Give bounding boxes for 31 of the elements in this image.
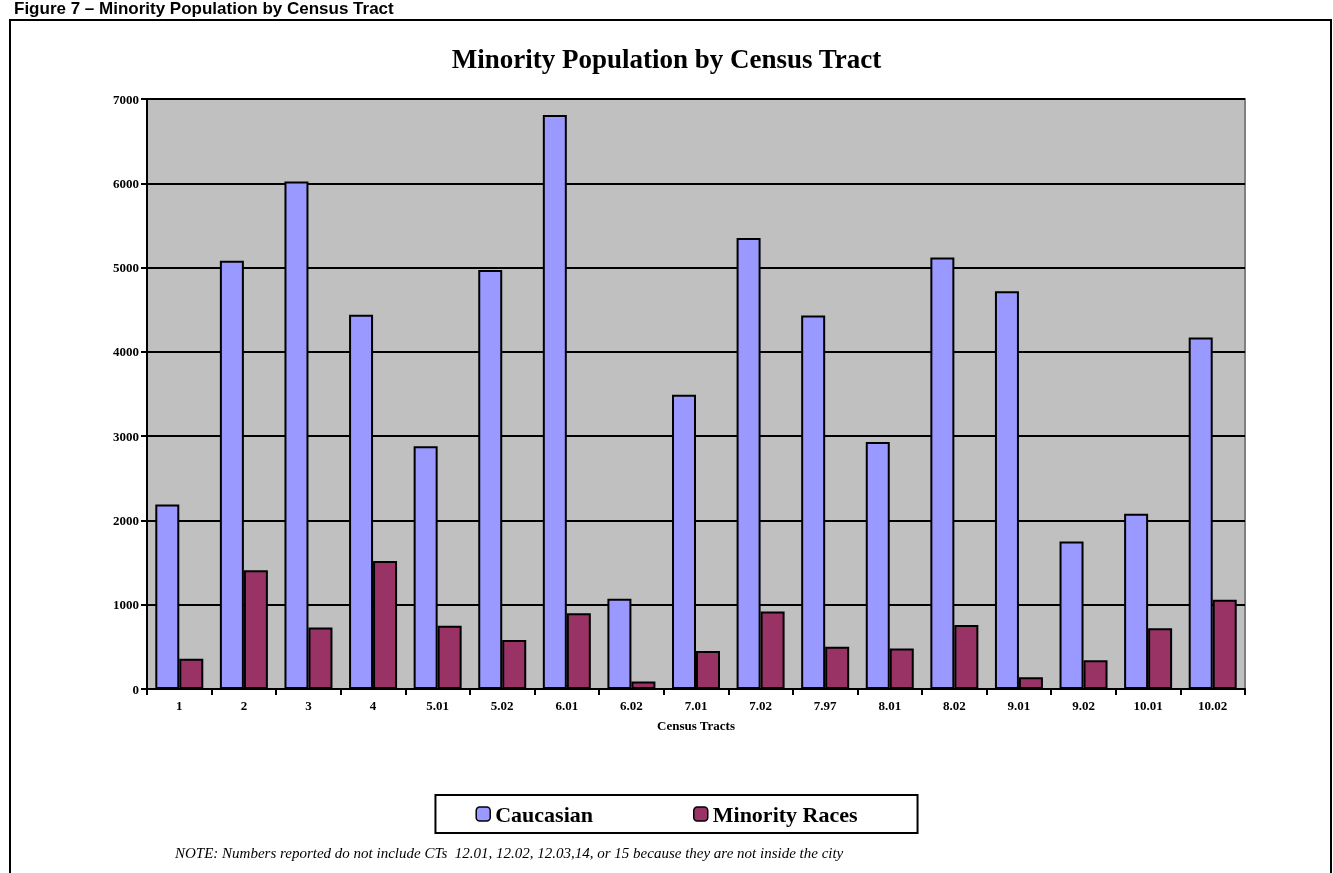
y-tick-label: 3000	[113, 428, 139, 444]
x-axis-title: Census Tracts	[657, 718, 735, 733]
y-tick-label: 6000	[113, 175, 139, 191]
y-tick-label: 4000	[113, 344, 139, 360]
x-tick-label: 10.02	[1198, 698, 1228, 713]
x-tick-label: 8.02	[942, 698, 966, 713]
x-tick-label: 10.01	[1133, 698, 1163, 713]
caption: Figure 7 – Minority Population by Census Tract	[14, 0, 395, 18]
x-tick-label: 8.01	[878, 698, 902, 713]
y-tick-label: 2000	[113, 512, 139, 528]
x-tick-label: 6.02	[620, 698, 643, 713]
y-tick-label: 5000	[113, 260, 139, 276]
x-tick-label: 2	[240, 698, 248, 713]
text: NOTE: Numbers reported do not include CTs 12.01, 12.02, 12.03,14, or 15 because they are not inside the city	[174, 844, 844, 861]
x-tick-label: 9.01	[1007, 698, 1031, 713]
x-tick-label: 3	[305, 698, 313, 713]
x-tick-label: 5.01	[426, 698, 450, 713]
x-tick-label: 7.97	[813, 698, 838, 713]
y-tick-label: 0	[132, 681, 139, 697]
x-tick-label: 7.02	[749, 698, 772, 713]
chart-title: Minority Population by Census Tract	[451, 43, 882, 74]
y-tick-label: 7000	[113, 91, 139, 107]
x-tick-label: 6.01	[555, 698, 579, 713]
legend-label: Minority Races	[712, 801, 858, 827]
x-tick-label: 1	[176, 698, 183, 713]
legend-label: Caucasian	[495, 801, 593, 827]
x-tick-label: 4	[369, 698, 377, 713]
x-tick-label: 5.02	[490, 698, 514, 713]
y-tick-label: 1000	[113, 597, 139, 613]
x-tick-label: 7.01	[684, 698, 708, 713]
x-tick-label: 9.02	[1072, 698, 1095, 713]
